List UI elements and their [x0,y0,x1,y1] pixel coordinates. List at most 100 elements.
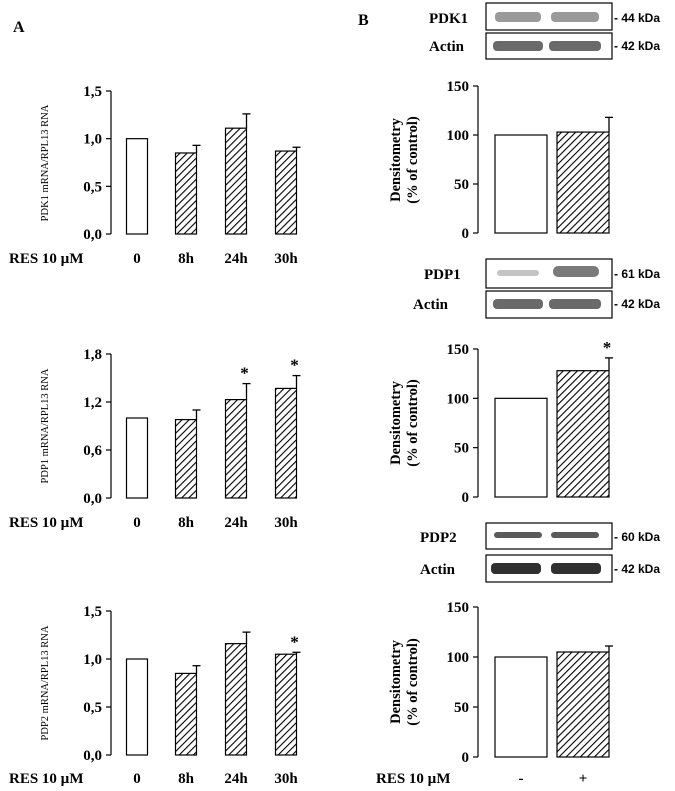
blot-band-treated [551,12,599,22]
y-tick-label: 1,2 [83,395,102,411]
blot-loading-kda: - 42 kDa [614,297,660,311]
bar [125,658,149,756]
panel-letter-b: B [358,12,369,29]
y-tick-label: 1,8 [83,347,102,363]
y-axis-label: (% of control) [405,116,421,204]
y-tick-label: 0,0 [83,748,102,764]
blot-target-kda: - 61 kDa [614,267,660,281]
y-tick-label: 50 [454,700,469,716]
blot-band-control [495,12,541,22]
blot-loading-band-treated [549,41,601,51]
x-tick-label: 24h [224,771,248,787]
bar [174,672,198,756]
y-axis-label: (% of control) [405,638,421,726]
panel-letter-a: A [13,19,25,36]
y-tick-label: 0 [462,490,470,506]
bar [224,127,248,235]
bar-chart-2: 0,0 0,6 1,2 1,8 PDP1 mRNA/RPL13 RNA 0 8h * 24h * 3… [40,347,301,531]
y-tick-label: 50 [454,177,469,193]
bar [274,653,298,756]
blot-target-kda: - 60 kDa [614,530,660,544]
x-tick-label: 0 [133,771,141,787]
y-axis-label: Densitometry [388,380,404,465]
blot-loading-kda: - 42 kDa [614,39,660,53]
bar [174,152,198,235]
treatment-label: RES 10 µM [376,771,450,787]
y-tick-label: 0 [462,226,470,242]
blot-loading-kda: - 42 kDa [614,562,660,576]
bar [274,387,298,499]
blot-loading-label: Actin [413,297,449,313]
y-axis-label: Densitometry [388,639,404,724]
y-tick-label: 0,5 [83,179,102,195]
x-tick-label: 0 [133,515,141,531]
y-tick-label: 50 [454,441,469,457]
y-tick-label: 0,0 [83,227,102,243]
bar [224,399,248,499]
x-tick-label: 24h [224,515,248,531]
y-tick-label: 100 [447,391,470,407]
bar-chart-6: 0 50 100 150 Densitometry (% of control) - + [388,600,613,787]
y-axis-label: (% of control) [405,379,421,467]
y-axis-label: PDP2 mRNA/RPL13 RNA [40,625,51,740]
y-tick-label: 0,5 [83,700,102,716]
bar [556,651,610,758]
y-tick-label: 0,0 [83,491,102,507]
significance-marker: * [290,632,299,651]
x-tick-label: 8h [178,515,195,531]
bar [556,131,610,234]
blot-target-label: PDK1 [429,11,468,27]
blot-loading-band-control [493,41,543,51]
charts-layer: 0,0 0,5 1,0 1,5 PDK1 mRNA/RPL13 RNA 0 8h 24h 30h… [40,79,613,787]
treatment-label: RES 10 µM [9,515,83,531]
y-tick-label: 100 [447,128,470,144]
bar-chart-5: 0 50 100 150 Densitometry (% of control) * [388,338,613,506]
blot-target-label: PDP1 [424,267,461,283]
y-tick-label: 0 [462,750,470,766]
significance-marker: * [603,338,612,357]
y-tick-label: 1,5 [83,604,102,620]
y-tick-label: 100 [447,650,470,666]
significance-marker: * [240,364,249,383]
x-tick-label: 30h [274,515,298,531]
x-tick-label: 8h [178,771,195,787]
blot-loading-label: Actin [420,562,456,578]
bar [556,370,610,498]
x-tick-label: 30h [274,771,298,787]
bar-chart-4: 0 50 100 150 Densitometry (% of control) [388,79,613,242]
blot-band-treated [551,532,599,538]
x-tick-label: 24h [224,251,248,267]
bar-chart-3: 0,0 0,5 1,0 1,5 PDP2 mRNA/RPL13 RNA 0 8h 24h * 30… [40,604,301,787]
blot-loading-band-control [491,563,541,574]
treatment-label: RES 10 µM [9,251,83,267]
blot-pdk1: PDK1 - 44 kDa Actin - 42 kDa [429,2,660,60]
x-tick-label: 8h [178,251,195,267]
x-tick-label: 0 [133,251,141,267]
x-tick-label: + [579,771,588,787]
bar [494,397,548,498]
y-tick-label: 1,0 [83,132,102,148]
bar [125,417,149,499]
blot-pdp1: PDP1 - 61 kDa Actin - 42 kDa [413,258,660,319]
y-tick-label: 150 [447,600,470,616]
significance-marker: * [290,356,299,375]
y-tick-label: 150 [447,342,470,358]
blot-band-control [497,270,539,276]
y-tick-label: 150 [447,79,470,95]
bar [125,138,149,235]
bar [494,134,548,234]
blot-loading-label: Actin [429,39,465,55]
y-axis-label: PDK1 mRNA/RPL13 RNA [40,104,51,221]
blot-target-kda: - 44 kDa [614,11,660,25]
bar [174,419,198,499]
y-tick-label: 0,6 [83,443,102,459]
blot-band-treated [553,266,599,277]
x-tick-label: 30h [274,251,298,267]
blot-target-label: PDP2 [420,530,457,546]
blot-loading-band-treated [551,563,601,574]
x-tick-label: - [519,771,524,787]
y-axis-label: Densitometry [388,117,404,202]
blot-pdp2: PDP2 - 60 kDa Actin - 42 kDa [420,522,660,583]
y-tick-label: 1,0 [83,652,102,668]
